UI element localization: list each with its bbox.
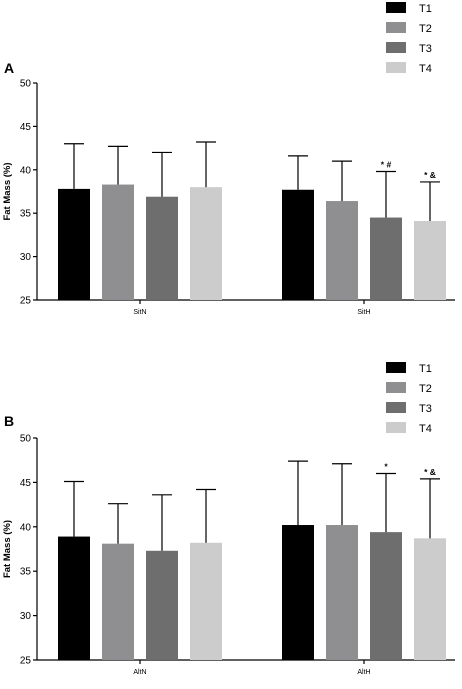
panel-b-x-tick-label: AltH bbox=[357, 669, 370, 676]
panel-b-legend-label-t4: T4 bbox=[419, 423, 432, 435]
panel-a-bar-sitn-t1 bbox=[58, 188, 90, 300]
panel-a-y-tick-label: 35 bbox=[20, 209, 32, 220]
panel-a-legend-label-t1: T1 bbox=[419, 3, 432, 15]
panel-b-y-tick-label: 35 bbox=[20, 567, 32, 578]
panel-a-bar-sith-t4 bbox=[414, 221, 446, 300]
panel-b-y-tick-label: 30 bbox=[20, 611, 32, 622]
panel-b-legend-label-t3: T3 bbox=[419, 403, 432, 415]
panel-b-bar-alth-t3 bbox=[370, 532, 402, 660]
panel-a-bar-sitn-t3 bbox=[146, 196, 178, 300]
panel-a-x-tick-label: SitN bbox=[133, 309, 146, 316]
panel-a-legend-swatch-t2 bbox=[386, 22, 406, 33]
panel-a-significance-mark: * & bbox=[424, 170, 436, 180]
panel-b-legend-swatch-t1 bbox=[386, 362, 406, 373]
panel-a-y-axis-label: Fat Mass (%) bbox=[2, 162, 13, 220]
panel-b-legend-swatch-t3 bbox=[386, 402, 406, 413]
panel-a-y-tick-label: 25 bbox=[20, 296, 32, 307]
panel-a-y-tick-label: 30 bbox=[20, 252, 32, 263]
panel-b-bar-alth-t2 bbox=[326, 525, 358, 660]
panel-a-legend-swatch-t1 bbox=[386, 2, 406, 13]
panel-b-bar-altn-t1 bbox=[58, 536, 90, 660]
panel-a-legend-label-t3: T3 bbox=[419, 43, 432, 55]
panel-a-y-tick-label: 40 bbox=[20, 165, 32, 176]
panel-a-legend-swatch-t4 bbox=[386, 62, 406, 73]
panel-b-y-axis-label: Fat Mass (%) bbox=[2, 520, 13, 578]
panel-a-y-tick-label: 50 bbox=[20, 79, 32, 90]
panel-b-bar-alth-t4 bbox=[414, 538, 446, 660]
panel-a-bar-sith-t3 bbox=[370, 217, 402, 300]
panel-b-bar-altn-t4 bbox=[190, 542, 222, 660]
panel-b-bar-alth-t1 bbox=[282, 525, 314, 660]
panel-a-letter: A bbox=[4, 60, 14, 76]
panel-a-bar-sitn-t4 bbox=[190, 187, 222, 300]
panel-a-legend-swatch-t3 bbox=[386, 42, 406, 53]
panel-a-x-tick-label: SitH bbox=[357, 309, 370, 316]
panel-b-bar-altn-t2 bbox=[102, 543, 134, 660]
panel-a-legend-label-t4: T4 bbox=[419, 63, 432, 75]
panel-a-bar-sith-t1 bbox=[282, 189, 314, 300]
panel-b-significance-mark: * bbox=[384, 462, 388, 472]
panel-a-legend-label-t2: T2 bbox=[419, 23, 432, 35]
panel-b-y-tick-label: 25 bbox=[20, 656, 32, 667]
panel-a-bar-sitn-t2 bbox=[102, 184, 134, 300]
panel-a-bar-sith-t2 bbox=[326, 201, 358, 300]
panel-b-legend-label-t2: T2 bbox=[419, 383, 432, 395]
panel-b-legend-swatch-t2 bbox=[386, 382, 406, 393]
panel-b-x-tick-label: AltN bbox=[133, 669, 146, 676]
panel-b-letter: B bbox=[4, 413, 14, 429]
panel-a-significance-mark: * # bbox=[381, 160, 392, 170]
panel-b-significance-mark: * & bbox=[424, 467, 436, 477]
panel-b-y-tick-label: 40 bbox=[20, 522, 32, 533]
panel-b-legend-label-t1: T1 bbox=[419, 363, 432, 375]
panel-b-y-tick-label: 45 bbox=[20, 478, 32, 489]
panel-b-legend-swatch-t4 bbox=[386, 422, 406, 433]
panel-b-bar-altn-t3 bbox=[146, 550, 178, 660]
panel-a-y-tick-label: 45 bbox=[20, 122, 32, 133]
panel-b-y-tick-label: 50 bbox=[20, 434, 32, 445]
